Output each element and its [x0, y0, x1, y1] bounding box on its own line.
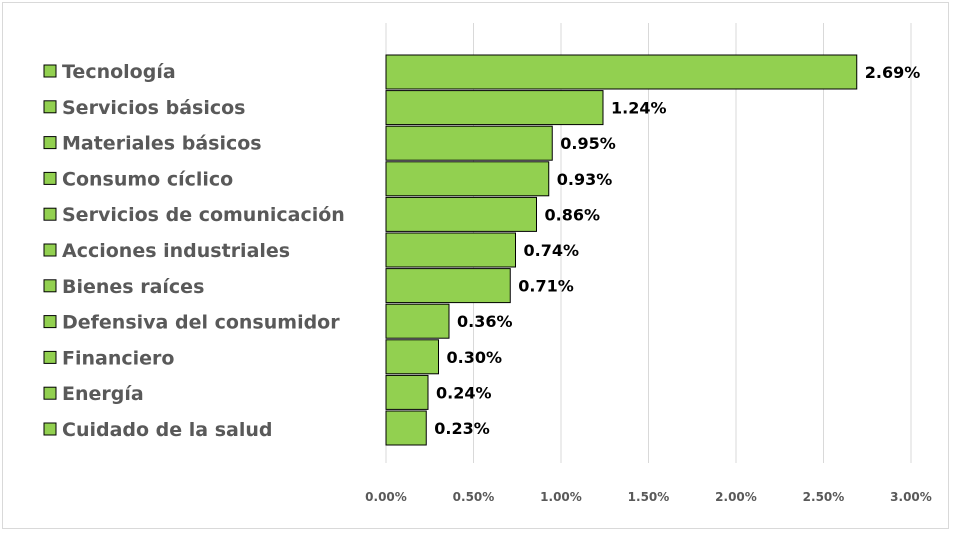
category-label: Defensiva del consumidor: [62, 312, 340, 334]
data-label: 1.24%: [611, 99, 667, 118]
x-tick-label: 0.50%: [453, 490, 495, 504]
x-tick-label: 0.00%: [365, 490, 407, 504]
data-label: 0.30%: [447, 348, 503, 367]
category-label: Bienes raíces: [62, 276, 204, 298]
category-label: Energía: [62, 383, 144, 405]
data-label: 0.71%: [518, 277, 574, 296]
bar: [385, 54, 858, 90]
data-label: 0.23%: [434, 419, 490, 438]
legend-swatch: [43, 422, 57, 436]
bar: [385, 232, 516, 268]
data-label: 0.36%: [457, 312, 513, 331]
bar: [385, 303, 450, 339]
data-label: 0.95%: [560, 134, 616, 153]
legend-swatch: [43, 136, 57, 150]
bar: [385, 125, 553, 161]
bar: [385, 339, 439, 375]
category-label: Cuidado de la salud: [62, 419, 273, 441]
category-label: Servicios de comunicación: [62, 204, 345, 226]
bars: [385, 54, 858, 446]
data-label: 0.24%: [436, 383, 492, 402]
legend-swatch: [43, 64, 57, 78]
data-label: 0.86%: [545, 205, 601, 224]
legend-swatch: [43, 386, 57, 400]
bar: [385, 268, 511, 304]
category-label: Consumo cíclico: [62, 168, 233, 190]
legend-swatch: [43, 243, 57, 257]
legend-swatch: [43, 100, 57, 114]
category-label: Materiales básicos: [62, 133, 262, 155]
bar: [385, 90, 604, 126]
category-label: Tecnología: [62, 61, 176, 83]
data-label: 0.74%: [524, 241, 580, 260]
x-tick-label: 1.50%: [628, 490, 670, 504]
category-label: Servicios básicos: [62, 97, 245, 119]
legend-swatch: [43, 171, 57, 185]
data-label: 0.93%: [557, 170, 613, 189]
bar: [385, 410, 427, 446]
bar: [385, 374, 429, 410]
category-legend: Tecnología Servicios básicos Materiales bá…: [43, 61, 345, 441]
x-tick-label: 2.50%: [803, 490, 845, 504]
x-tick-label: 1.00%: [540, 490, 582, 504]
data-label: 2.69%: [865, 63, 921, 82]
x-tick-label: 2.00%: [715, 490, 757, 504]
value-labels: 2.69% 1.24% 0.95% 0.93% 0.86% 0.74% 0.71% 0.36%…: [434, 63, 920, 438]
legend-swatch: [43, 207, 57, 221]
category-label: Financiero: [62, 347, 174, 369]
x-tick-label: 3.00%: [890, 490, 932, 504]
category-label: Acciones industriales: [62, 240, 290, 262]
legend-swatch: [43, 279, 57, 293]
x-axis-ticks: 0.00% 0.50% 1.00% 1.50% 2.00% 2.50% 3.00%: [365, 490, 932, 504]
legend-swatch: [43, 315, 57, 329]
bar: [385, 161, 550, 197]
bar: [385, 196, 537, 232]
legend-swatch: [43, 350, 57, 364]
